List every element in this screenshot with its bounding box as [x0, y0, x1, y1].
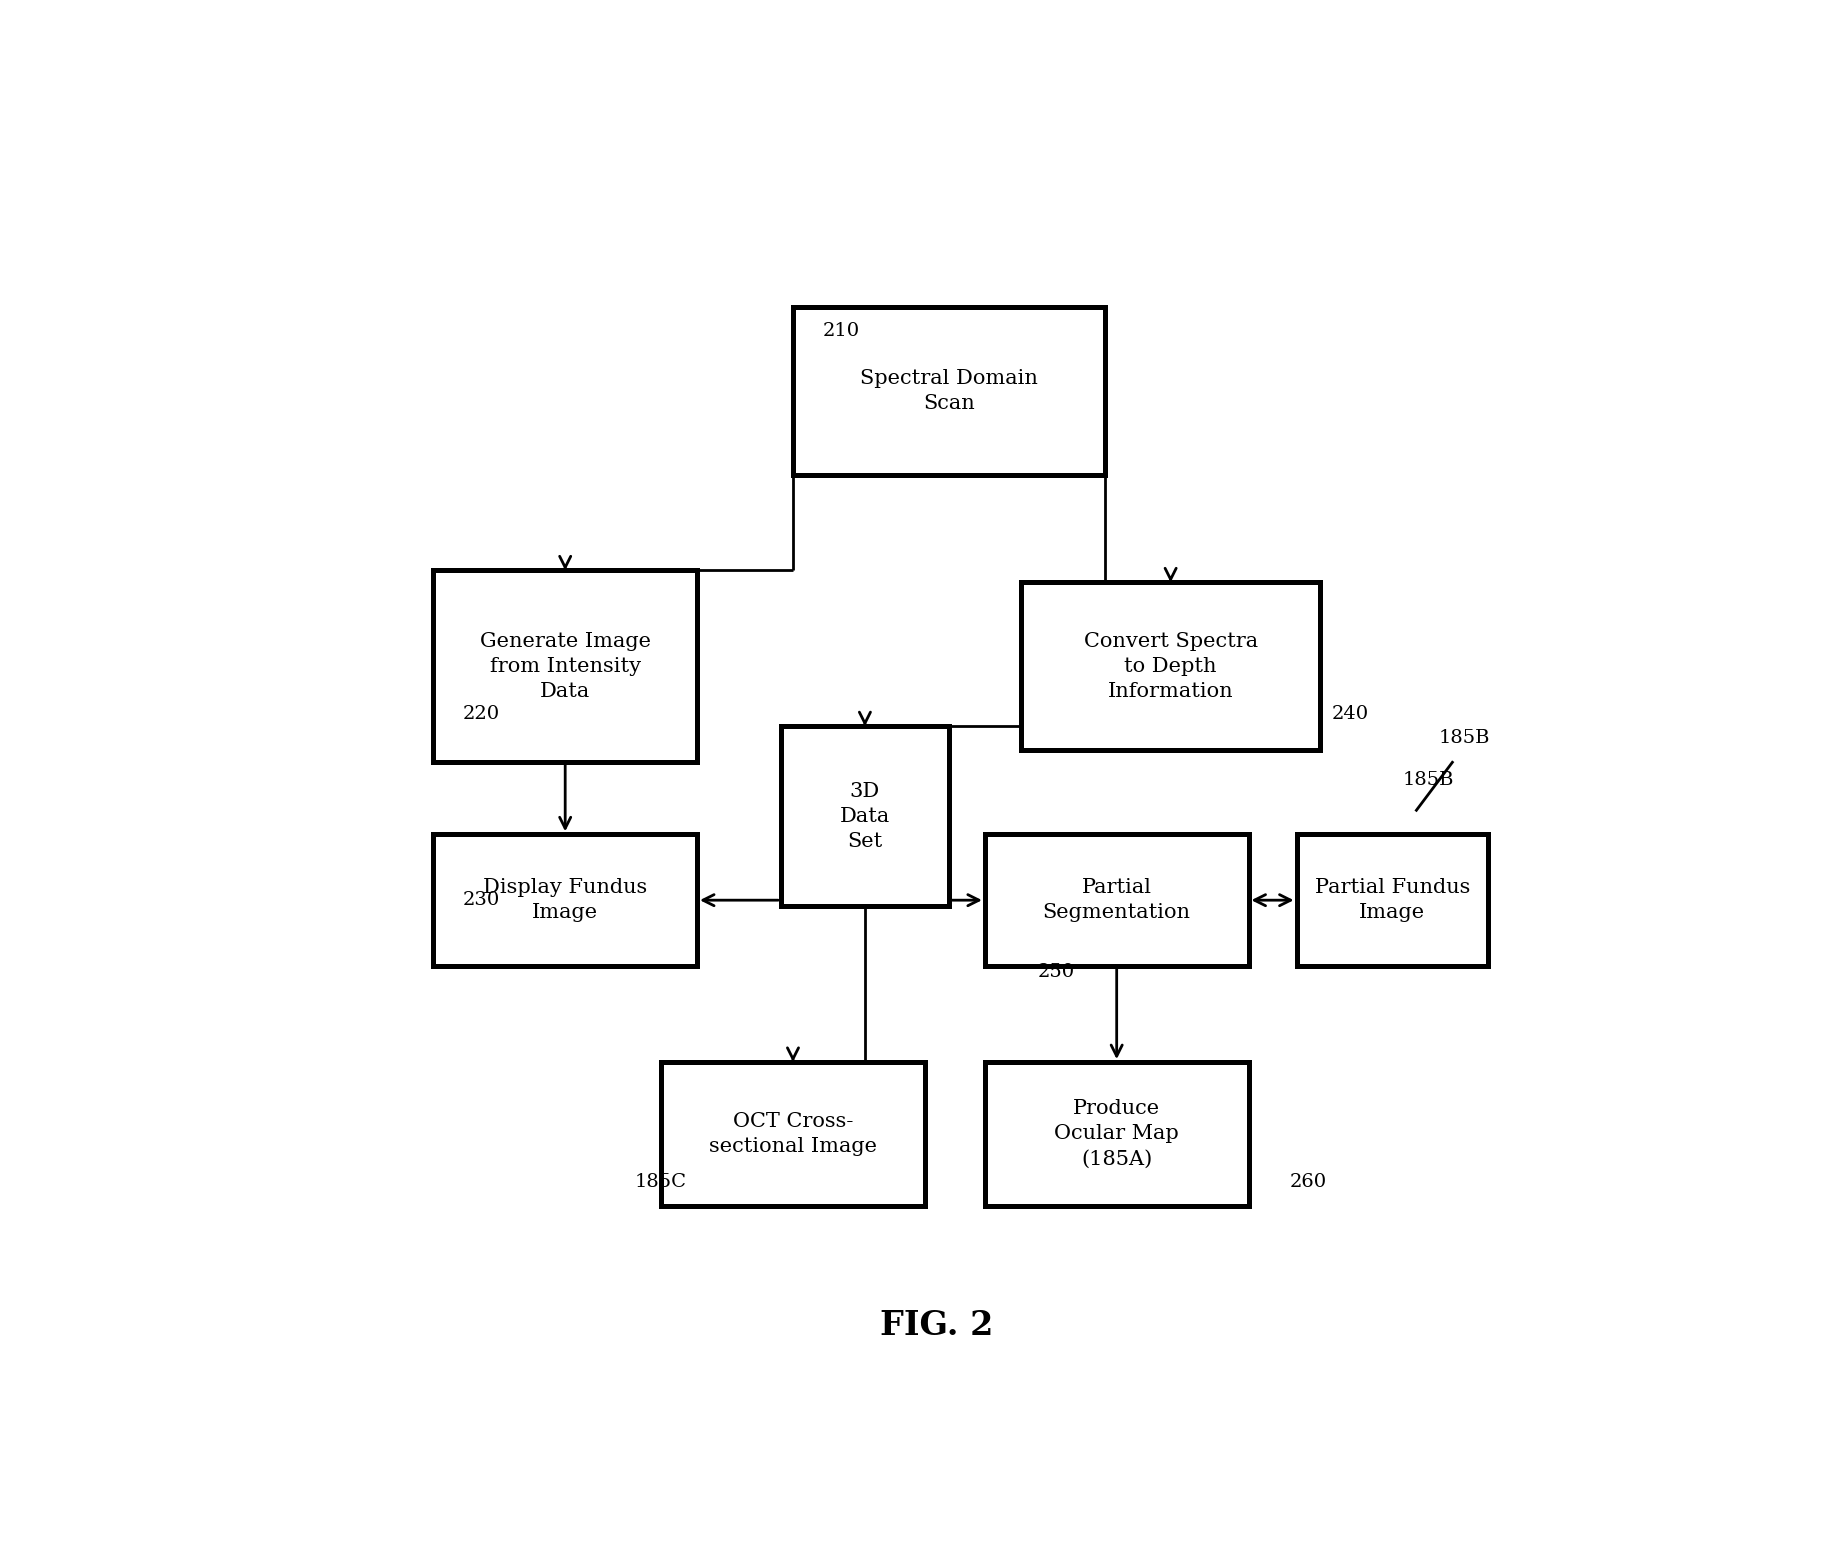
Text: 220: 220 [462, 705, 499, 724]
Bar [985, 835, 1249, 965]
Text: Partial
Segmentation: Partial Segmentation [1042, 878, 1190, 922]
Bar [662, 1062, 925, 1205]
Text: 230: 230 [462, 891, 499, 909]
Bar [1296, 835, 1488, 965]
Bar [433, 835, 696, 965]
Text: Produce
Ocular Map
(185A): Produce Ocular Map (185A) [1055, 1099, 1179, 1168]
Text: Generate Image
from Intensity
Data: Generate Image from Intensity Data [479, 632, 651, 701]
Text: Partial Fundus
Image: Partial Fundus Image [1314, 878, 1470, 922]
Bar [433, 570, 696, 763]
Bar [781, 726, 949, 906]
Bar [1020, 582, 1320, 750]
Text: Spectral Domain
Scan: Spectral Domain Scan [859, 369, 1038, 413]
Text: 240: 240 [1333, 705, 1369, 724]
Bar [793, 307, 1104, 475]
Text: OCT Cross-
sectional Image: OCT Cross- sectional Image [709, 1112, 877, 1155]
Text: 185B: 185B [1439, 729, 1490, 747]
Text: 185C: 185C [634, 1172, 687, 1191]
Text: 260: 260 [1291, 1172, 1327, 1191]
Bar [985, 1062, 1249, 1205]
Text: 210: 210 [823, 322, 859, 339]
Text: 250: 250 [1038, 964, 1075, 981]
Text: FIG. 2: FIG. 2 [879, 1309, 994, 1342]
Text: 185B: 185B [1402, 771, 1453, 789]
Text: Display Fundus
Image: Display Fundus Image [483, 878, 647, 922]
Text: 3D
Data
Set: 3D Data Set [839, 782, 890, 850]
Text: Convert Spectra
to Depth
Information: Convert Spectra to Depth Information [1084, 632, 1258, 701]
